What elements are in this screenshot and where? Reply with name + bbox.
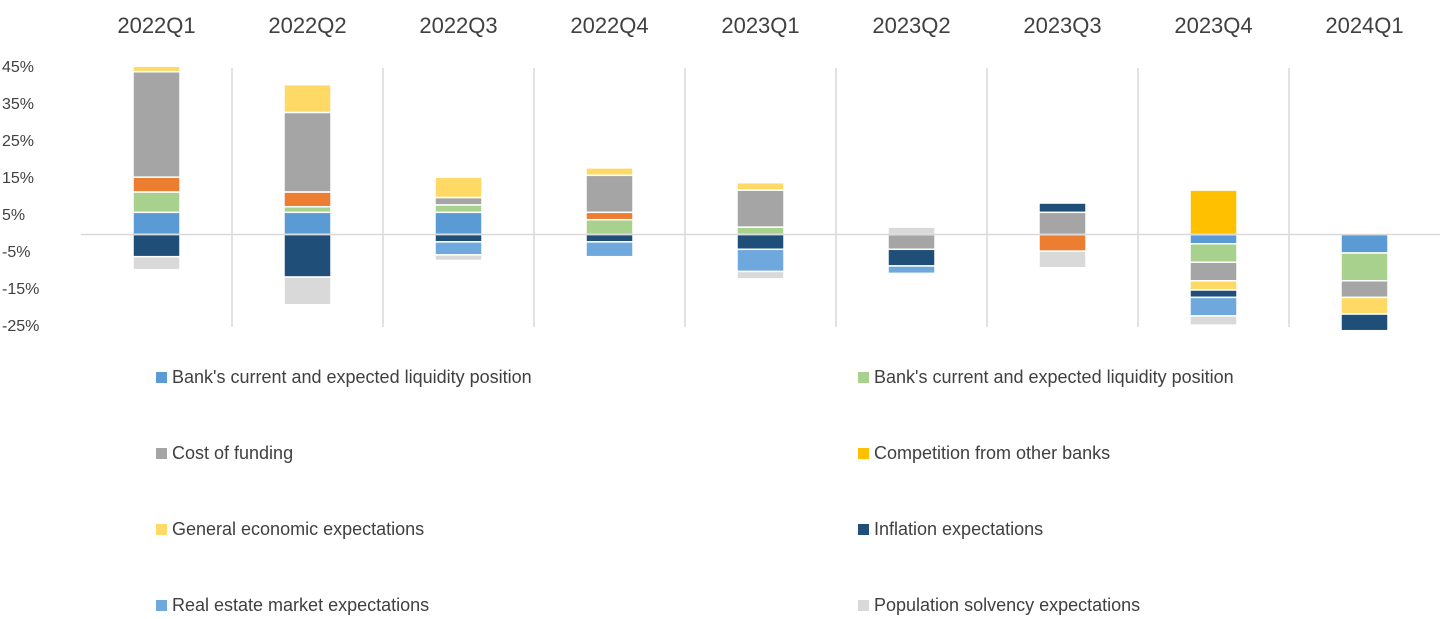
bar-segment [736, 226, 785, 236]
y-tick-label: 5% [2, 207, 25, 224]
legend-label: Inflation expectations [874, 519, 1043, 539]
legend-label: Bank's current and expected liquidity po… [874, 367, 1234, 387]
bar-segment [585, 174, 634, 214]
bar-segment [736, 233, 785, 251]
bar-segment [283, 206, 332, 214]
legend-label: Bank's current and expected liquidity po… [172, 367, 532, 387]
bar-segment [434, 204, 483, 214]
bar-segment [736, 248, 785, 273]
legend-swatch [858, 524, 869, 535]
bar-segment [283, 233, 332, 278]
legend-label: Population solvency expectations [874, 595, 1140, 615]
bar-segment [434, 176, 483, 199]
bar-segment [585, 167, 634, 177]
bar-segment [132, 255, 181, 271]
y-tick-label: -15% [2, 281, 39, 298]
bar-segment [1189, 296, 1238, 317]
bar-segment [1038, 211, 1087, 236]
bar-segment [132, 191, 181, 214]
x-tick-label: 2022Q2 [268, 13, 346, 38]
bar-segment [585, 233, 634, 243]
bar-segment [283, 83, 332, 114]
bar-segment [585, 241, 634, 258]
bar-segment [736, 270, 785, 280]
legend-swatch [858, 372, 869, 383]
bar-segment [1340, 233, 1389, 254]
x-tick-label: 2022Q3 [419, 13, 497, 38]
bar-segment [887, 226, 936, 236]
bar-segment [1189, 280, 1238, 291]
bar-segment [434, 254, 483, 262]
y-tick-label: -5% [2, 244, 30, 261]
x-tick-label: 2022Q1 [117, 13, 195, 38]
bar-segment [1189, 289, 1238, 299]
x-tick-label: 2022Q4 [570, 13, 648, 38]
legend-swatch [156, 372, 167, 383]
legend-swatch [858, 448, 869, 459]
bar-segment [1340, 296, 1389, 315]
y-tick-label: -25% [2, 318, 39, 335]
bar-segment [283, 111, 332, 193]
legend-swatch [156, 448, 167, 459]
bar-segment [1038, 250, 1087, 269]
bar-segment [434, 211, 483, 236]
bar-segment [1189, 261, 1238, 282]
legend-swatch [858, 600, 869, 611]
x-tick-label: 2023Q4 [1174, 13, 1252, 38]
y-tick-label: 25% [2, 133, 34, 150]
bar-segment [1340, 252, 1389, 282]
x-tick-label: 2023Q3 [1023, 13, 1101, 38]
legend-swatch [156, 524, 167, 535]
legend-label: Real estate market expectations [172, 595, 429, 615]
x-tick-label: 2023Q1 [721, 13, 799, 38]
bar-segment [283, 276, 332, 306]
bar-segment [1189, 233, 1238, 245]
bar-segment [1340, 280, 1389, 299]
bar-segment [736, 189, 785, 228]
bar-segment [132, 66, 181, 73]
legend-label: General economic expectations [172, 519, 424, 539]
y-tick-label: 35% [2, 96, 34, 113]
bar-segment [1189, 315, 1238, 326]
bar-segment [887, 248, 936, 267]
bar-segment [1038, 202, 1087, 214]
bar-segment [887, 265, 936, 275]
plot-area [132, 66, 1389, 330]
y-tick-label: 45% [2, 59, 34, 76]
bar-segment [1189, 189, 1238, 236]
bar-segment [434, 196, 483, 206]
bar-segment [1189, 243, 1238, 263]
legend-label: Cost of funding [172, 443, 293, 463]
bar-segment [1340, 313, 1389, 330]
bar-segment [132, 211, 181, 236]
legend-swatch [156, 600, 167, 611]
y-tick-label: 15% [2, 170, 34, 187]
bar-segment [736, 181, 785, 191]
bar-segment [1038, 233, 1087, 252]
bar-segment [434, 233, 483, 243]
bar-segment [283, 211, 332, 236]
bar-segment [132, 70, 181, 178]
bar-segment [283, 191, 332, 208]
bar-segment [585, 218, 634, 236]
bar-segment [434, 241, 483, 256]
x-tick-label: 2024Q1 [1325, 13, 1403, 38]
legend-label: Competition from other banks [874, 443, 1110, 463]
bar-segment [132, 233, 181, 258]
bar-segment [887, 233, 936, 251]
bar-segment [132, 176, 181, 193]
bar-segment [585, 211, 634, 221]
x-tick-label: 2023Q2 [872, 13, 950, 38]
